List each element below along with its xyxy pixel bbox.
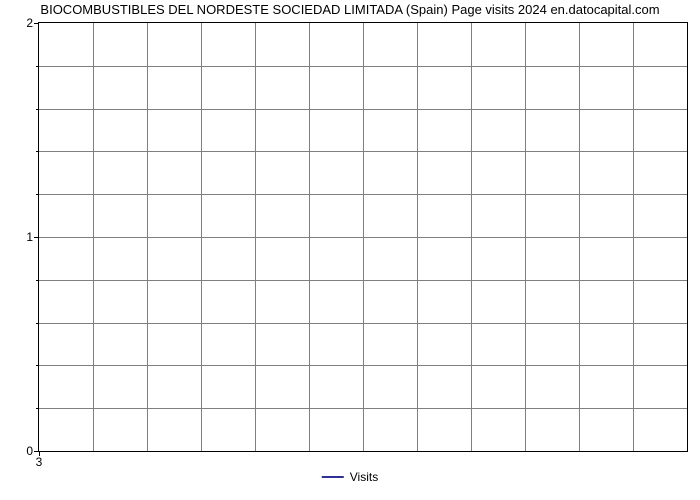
legend-label: Visits: [350, 470, 378, 484]
gridline-horizontal: [39, 237, 687, 238]
chart-title: BIOCOMBUSTIBLES DEL NORDESTE SOCIEDAD LI…: [0, 2, 700, 17]
y-minor-tick: [36, 323, 39, 324]
y-minor-tick: [36, 66, 39, 67]
gridline-horizontal: [39, 151, 687, 152]
legend: Visits: [322, 470, 378, 484]
y-minor-tick: [36, 365, 39, 366]
gridline-horizontal: [39, 323, 687, 324]
gridline-horizontal: [39, 408, 687, 409]
gridline-horizontal: [39, 66, 687, 67]
x-tick-mark: [39, 451, 40, 456]
y-tick-mark: [34, 237, 39, 238]
y-minor-tick: [36, 408, 39, 409]
y-minor-tick: [36, 151, 39, 152]
y-minor-tick: [36, 194, 39, 195]
legend-swatch: [322, 476, 344, 478]
chart-container: BIOCOMBUSTIBLES DEL NORDESTE SOCIEDAD LI…: [0, 0, 700, 500]
y-minor-tick: [36, 109, 39, 110]
y-minor-tick: [36, 280, 39, 281]
gridline-horizontal: [39, 194, 687, 195]
gridline-horizontal: [39, 365, 687, 366]
plot-area: 0123: [38, 22, 688, 452]
y-tick-mark: [34, 23, 39, 24]
gridline-horizontal: [39, 109, 687, 110]
gridline-horizontal: [39, 280, 687, 281]
